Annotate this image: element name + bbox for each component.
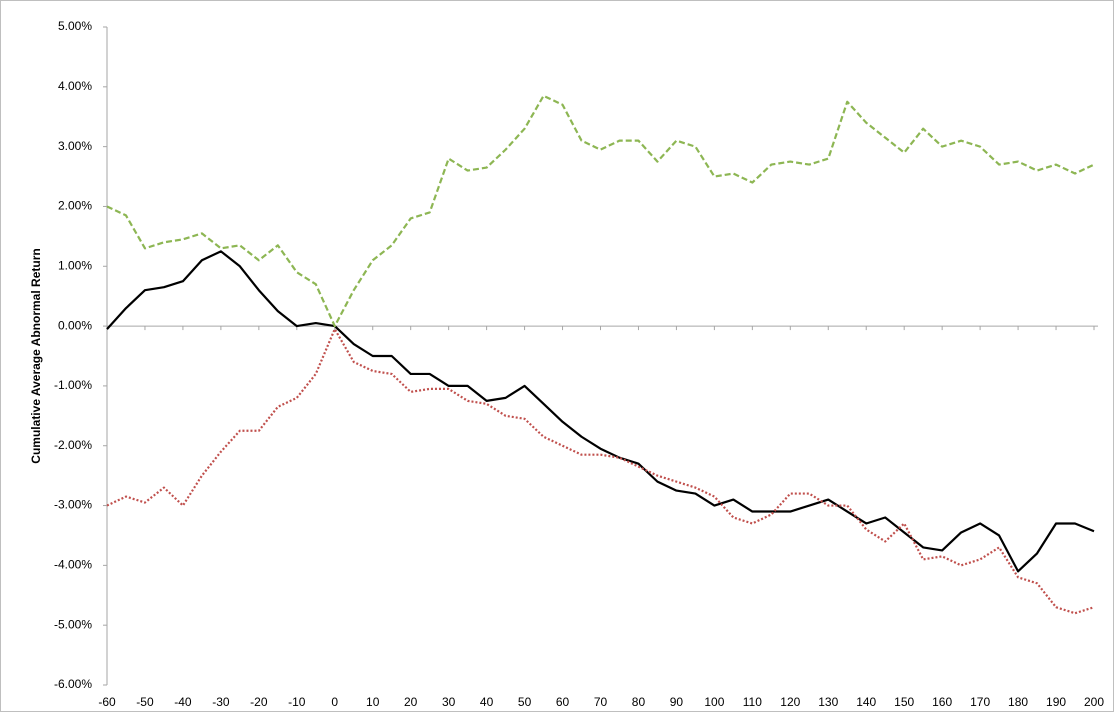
x-tick-label: 120	[780, 695, 800, 709]
x-tick-label: 130	[818, 695, 838, 709]
y-tick-label: -1.00%	[54, 378, 92, 392]
series-line	[106, 250, 1095, 573]
x-tick-label: 110	[743, 695, 762, 709]
x-tick-label: 60	[556, 695, 570, 709]
x-tick-label: 70	[594, 695, 608, 709]
x-tick-label: 190	[1046, 695, 1066, 709]
x-tick-label: 90	[670, 695, 684, 709]
x-tick-label: 150	[894, 695, 914, 709]
y-tick-label: -6.00%	[54, 677, 92, 691]
y-tick-label: 1.00%	[58, 258, 92, 272]
x-tick-label: 180	[1008, 695, 1028, 709]
series-line	[106, 327, 1095, 615]
x-tick-label: 0	[331, 695, 338, 709]
y-tick-label: -4.00%	[54, 558, 92, 572]
x-tick-label: -10	[288, 695, 306, 709]
y-tick-label: -2.00%	[54, 438, 92, 452]
y-tick-label: -3.00%	[54, 498, 92, 512]
y-tick-label: 4.00%	[58, 79, 92, 93]
x-tick-label: 30	[442, 695, 456, 709]
x-tick-label: -20	[250, 695, 268, 709]
x-tick-label: 50	[518, 695, 532, 709]
y-tick-label: 5.00%	[58, 19, 92, 33]
x-tick-label: 20	[404, 695, 418, 709]
x-tick-label: -50	[136, 695, 154, 709]
x-tick-label: 140	[856, 695, 876, 709]
x-tick-label: 10	[366, 695, 380, 709]
x-tick-label: -40	[174, 695, 192, 709]
y-tick-label: 2.00%	[58, 199, 92, 213]
y-tick-label: 3.00%	[58, 139, 92, 153]
x-tick-label: 100	[704, 695, 724, 709]
x-tick-label: 40	[480, 695, 494, 709]
x-tick-label: 200	[1084, 695, 1104, 709]
y-axis-label: Cumulative Average Abnormal Return	[29, 248, 43, 463]
y-tick-label: 0.00%	[58, 318, 92, 332]
x-tick-label: 80	[632, 695, 646, 709]
x-tick-label: -60	[98, 695, 116, 709]
y-tick-label: -5.00%	[54, 617, 92, 631]
x-tick-label: 160	[932, 695, 952, 709]
x-tick-label: -30	[212, 695, 230, 709]
series-line	[106, 94, 1095, 328]
x-tick-label: 170	[970, 695, 990, 709]
